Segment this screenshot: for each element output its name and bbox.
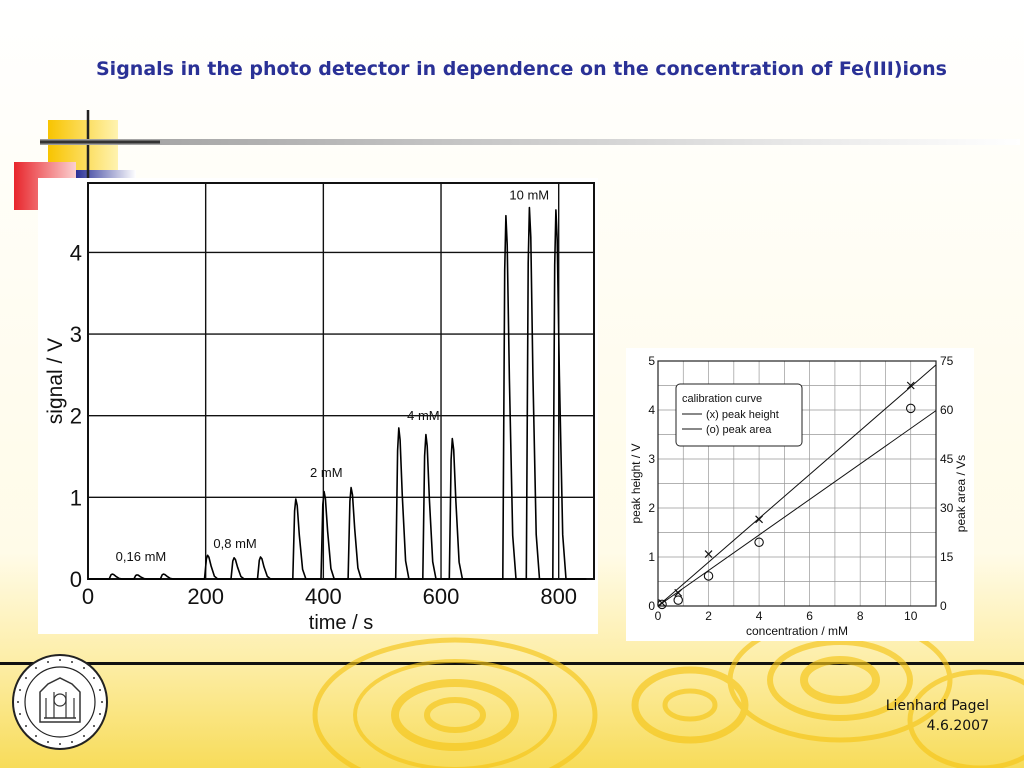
y-tick-label: 4 — [70, 240, 82, 265]
x-tick-label: 400 — [305, 584, 342, 609]
y-tick-label: 2 — [70, 404, 82, 429]
x-marker-stroke — [906, 381, 915, 390]
y2-tick-label: 30 — [940, 501, 954, 515]
y-axis-title: peak height / V — [629, 443, 643, 523]
data-point-peak-area — [673, 595, 683, 605]
footer: Lienhard Pagel 4.6.2007 — [886, 696, 989, 736]
x-tick-label: 0 — [655, 609, 662, 623]
university-seal-logo — [12, 654, 108, 750]
x-tick-label: 200 — [187, 584, 224, 609]
data-point-peak-area — [754, 537, 764, 548]
x-tick-label: 800 — [540, 584, 577, 609]
legend-title: calibration curve — [682, 393, 762, 405]
plot-frame — [657, 360, 937, 607]
signal-trace-line — [88, 206, 587, 580]
y-tick-label: 0 — [648, 599, 655, 613]
x-tick-label: 2 — [705, 609, 712, 623]
x-axis-title: time / s — [309, 612, 373, 634]
x-tick-label: 600 — [423, 584, 460, 609]
signal-vs-time-chart: 0 200 400 600 800 0 1 2 3 4 0,16 mM 0,8 mM 2 mM 4 mM 1… — [44, 182, 595, 634]
x-marker-stroke — [674, 588, 683, 597]
x-axis-title: concentration / mM — [746, 624, 848, 638]
y2-tick-label: 0 — [940, 599, 947, 613]
data-point-peak-area — [905, 403, 916, 414]
y2-tick-label: 45 — [940, 452, 954, 466]
x-tick-label: 6 — [806, 609, 813, 623]
x-marker-stroke — [704, 550, 713, 558]
slide-title: Signals in the photo detector in depende… — [96, 58, 947, 80]
y-tick-label: 3 — [70, 322, 82, 347]
signal-chart-panel: 0 200 400 600 800 0 1 2 3 4 0,16 mM 0,8 mM 2 mM 4 mM 1… — [38, 178, 598, 634]
y2-tick-label: 15 — [940, 550, 954, 564]
plot-frame — [87, 182, 595, 580]
data-point-peak-height — [755, 515, 764, 524]
data-point-peak-height — [704, 550, 713, 558]
legend-entry: (x) peak height — [706, 409, 779, 421]
x-tick-label: 0 — [82, 584, 94, 609]
y-tick-label: 0 — [70, 567, 82, 592]
y-tick-label: 4 — [648, 403, 655, 417]
y-tick-label: 1 — [648, 550, 655, 564]
data-point-peak-height — [674, 588, 683, 597]
concentration-annotation: 0,8 mM — [213, 536, 256, 551]
fit-line-peak-height — [657, 364, 937, 607]
chart-legend: calibration curve (x) peak height (o) peak… — [675, 383, 803, 447]
concentration-annotation: 2 mM — [310, 465, 343, 480]
data-point-peak-height — [906, 381, 915, 390]
legend-entry: (o) peak area — [706, 424, 772, 436]
y-tick-label: 1 — [70, 485, 82, 510]
y-tick-label: 2 — [648, 501, 655, 515]
y-axis-title: signal / V — [44, 338, 67, 424]
data-point-peak-area — [657, 599, 667, 610]
concentration-annotation: 0,16 mM — [116, 549, 167, 564]
calibration-chart-panel: 0 2 4 6 8 10 0 1 2 3 4 5 0 15 30 45 60 75 calibration curv… — [626, 348, 974, 641]
data-point-peak-area — [703, 571, 714, 581]
author-name: Lienhard Pagel — [885, 698, 989, 714]
x-tick-label: 4 — [756, 609, 763, 623]
presentation-date: 4.6.2007 — [926, 718, 989, 734]
concentration-annotation: 10 mM — [509, 187, 549, 202]
x-tick-label: 10 — [904, 609, 918, 623]
y2-tick-label: 75 — [940, 354, 954, 368]
x-tick-label: 8 — [857, 609, 864, 623]
x-marker-stroke — [755, 515, 764, 524]
legend-box — [675, 383, 803, 447]
concentration-annotation: 4 mM — [407, 408, 440, 423]
fit-line-peak-area — [657, 410, 937, 607]
y2-axis-title: peak area / Vs — [954, 455, 968, 532]
y-tick-label: 5 — [648, 354, 655, 368]
y-tick-label: 3 — [648, 452, 655, 466]
y2-tick-label: 60 — [940, 403, 954, 417]
